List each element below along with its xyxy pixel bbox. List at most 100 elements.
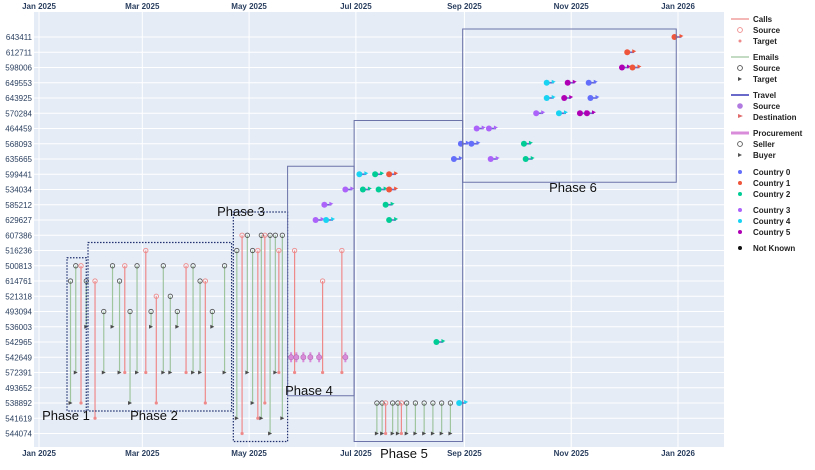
travel-source-marker — [450, 156, 457, 162]
email-source-marker — [148, 308, 154, 315]
email-source-marker — [272, 232, 278, 238]
y-tick-label: 521318 — [5, 292, 32, 301]
legend-group-title: Emails — [753, 53, 779, 62]
travel-destination-marker — [541, 110, 546, 115]
phase-box — [462, 28, 677, 183]
call-target-marker — [184, 370, 188, 375]
travel-destination-marker — [394, 186, 399, 191]
email-source-marker — [167, 293, 173, 299]
phase-box — [66, 257, 87, 412]
y-tick-label: 607386 — [5, 231, 32, 240]
legend: Calls Source Target Emails Source Target Trave… — [731, 15, 803, 253]
email-target-marker — [390, 431, 395, 436]
legend-item-label: Seller — [753, 140, 775, 149]
x-tick-label-bottom: Nov 2025 — [554, 449, 590, 458]
travel-source-marker — [359, 186, 366, 193]
email-target-marker — [395, 431, 400, 436]
phase-label: Phase 4 — [285, 383, 333, 398]
call-source-marker — [339, 247, 345, 254]
travel-destination-marker — [493, 125, 498, 130]
y-tick-label: 635665 — [5, 155, 32, 164]
x-tick-label-bottom: Jul 2025 — [340, 449, 372, 458]
procurement-marker — [288, 354, 294, 361]
email-source-marker — [197, 278, 203, 284]
legend-item-label: Source — [753, 26, 781, 35]
travel-source-marker — [312, 217, 319, 223]
travel-source-marker — [585, 79, 592, 86]
travel-destination-marker — [441, 339, 446, 343]
legend-marker — [738, 39, 742, 43]
call-target-marker — [321, 370, 325, 375]
travel-source-marker — [386, 217, 393, 223]
travel-source-marker — [372, 171, 379, 178]
email-target-marker — [68, 401, 73, 405]
travel-source-marker — [629, 64, 636, 71]
y-tick-label: 568093 — [5, 140, 32, 149]
call-target-marker — [93, 416, 97, 420]
y-tick-label: 643411 — [6, 33, 33, 42]
y-tick-label: 599441 — [5, 170, 32, 179]
email-source-marker — [234, 247, 240, 254]
travel-source-marker — [564, 79, 571, 86]
email-source-marker — [221, 263, 228, 269]
legend-marker — [737, 141, 743, 147]
legend-item-label: Source — [753, 102, 781, 111]
x-tick-label-bottom: Jan 2025 — [22, 449, 56, 458]
procurement-marker — [300, 354, 307, 361]
y-tick-label: 643925 — [5, 94, 32, 103]
y-tick-label: 612711 — [6, 48, 33, 57]
travel-destination-marker — [530, 156, 535, 160]
email-source-marker — [109, 263, 116, 269]
email-target-marker — [259, 416, 264, 421]
travel-destination-marker — [367, 186, 372, 191]
call-source-marker — [143, 247, 149, 254]
email-source-marker — [209, 308, 215, 315]
email-target-marker — [448, 431, 453, 436]
plot-background — [34, 12, 724, 447]
legend-country-label: Country 5 — [753, 228, 791, 237]
y-tick-label: 542649 — [5, 353, 32, 362]
legend-item-label: Target — [753, 37, 777, 46]
email-source-marker — [439, 400, 445, 406]
email-source-marker — [116, 278, 123, 284]
y-tick-label: 493652 — [5, 384, 32, 393]
email-source-marker — [249, 247, 256, 254]
legend-item-label: Buyer — [753, 151, 776, 160]
y-tick-label: 544074 — [5, 430, 32, 439]
legend-country-label: Country 4 — [753, 217, 791, 226]
legend-country-label: Country 3 — [753, 206, 791, 215]
travel-source-marker — [522, 156, 529, 162]
call-source-marker — [255, 247, 261, 254]
travel-source-marker — [487, 156, 494, 162]
y-tick-label: 572391 — [5, 369, 32, 378]
legend-item-label: Destination — [753, 113, 797, 122]
legend-country-marker — [738, 170, 742, 174]
legend-country-marker — [738, 219, 742, 223]
email-source-marker — [395, 400, 401, 406]
travel-destination-marker — [563, 110, 568, 115]
legend-item-label: Source — [753, 64, 781, 73]
email-source-marker — [101, 308, 107, 315]
y-tick-label: 541619 — [5, 414, 32, 423]
travel-destination-marker — [572, 79, 577, 84]
email-target-marker — [374, 431, 379, 436]
travel-source-marker — [342, 186, 349, 193]
legend-marker — [738, 77, 742, 81]
travel-destination-marker — [364, 171, 369, 176]
email-target-marker — [175, 324, 180, 329]
travel-destination-marker — [394, 171, 399, 176]
legend-country-marker — [738, 181, 742, 185]
email-target-marker — [198, 370, 203, 375]
legend-country-marker — [738, 246, 742, 250]
email-source-marker — [127, 308, 133, 315]
email-target-marker — [245, 370, 250, 375]
travel-destination-marker — [329, 201, 334, 206]
x-tick-label-bottom: Jan 2026 — [661, 449, 695, 458]
email-source-marker — [244, 232, 250, 238]
call-source-marker — [202, 278, 208, 284]
y-tick-label: 570284 — [5, 109, 32, 118]
procurement-marker — [342, 354, 349, 361]
travel-destination-marker — [458, 156, 463, 160]
call-target-marker — [79, 401, 83, 405]
